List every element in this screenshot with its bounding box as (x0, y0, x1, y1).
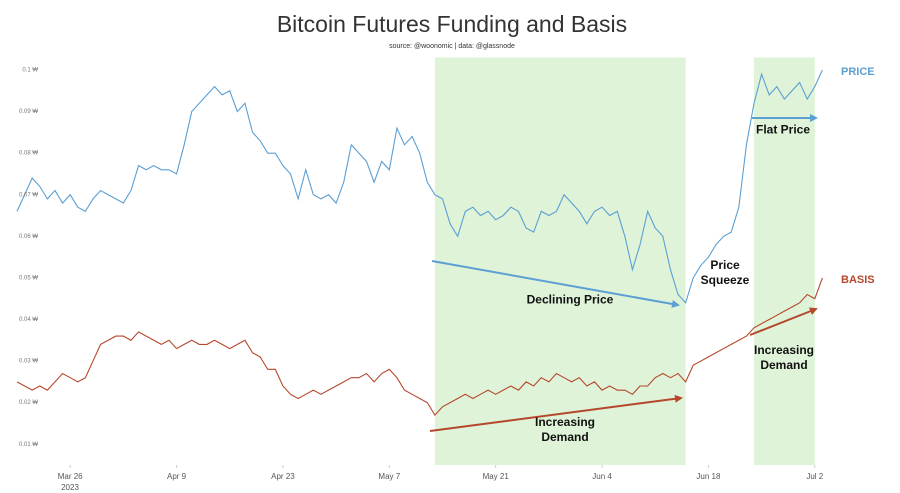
y-tick-label: 0.07 ₩ (19, 192, 38, 198)
x-tick-label: Apr 23 (271, 472, 295, 481)
y-tick-label: 0.1 ₩ (22, 68, 38, 74)
highlight-region (434, 57, 686, 465)
y-tick-label: 0.02 ₩ (19, 400, 38, 406)
arrows (429, 114, 818, 432)
series-line (16, 277, 823, 417)
annotation: Flat Price (755, 122, 811, 137)
x-tick-label: May 21 (483, 472, 510, 481)
x-tick-label: Jun 18 (696, 472, 721, 481)
y-tick-label: 0.09 ₩ (19, 109, 38, 115)
x-tick-label: Jul 2 (806, 472, 823, 481)
chart-title: Bitcoin Futures Funding and Basis (277, 11, 627, 37)
annotation: Increasing Demand (534, 415, 596, 444)
x-year-label: 2023 (61, 483, 79, 492)
x-tick-label: Jun 4 (592, 472, 612, 481)
y-tick-label: 0.01 ₩ (19, 442, 38, 448)
annotation: Declining Price (526, 292, 614, 307)
series-label: PRICE (841, 66, 875, 78)
plot-layer (16, 69, 823, 417)
arrow (429, 394, 683, 432)
arrow (431, 260, 680, 308)
arrow (749, 307, 818, 336)
y-tick-label: 0.03 ₩ (19, 359, 38, 365)
y-tick-label: 0.04 ₩ (19, 317, 38, 323)
x-tick-label: Apr 9 (167, 472, 187, 481)
chart-subtitle: source: @woonomic | data: @glassnode (389, 43, 515, 50)
annotation: Price Squeeze (700, 258, 750, 287)
annotation: Increasing Demand (753, 343, 815, 372)
x-tick-label: Mar 26 (58, 472, 83, 481)
highlight-layer (434, 57, 815, 465)
x-tick-label: May 7 (378, 472, 400, 481)
highlight-region (754, 57, 815, 465)
y-tick-label: 0.06 ₩ (19, 234, 38, 240)
y-tick-label: 0.05 ₩ (19, 275, 38, 281)
series-label: BASIS (841, 274, 875, 286)
y-tick-label: 0.08 ₩ (19, 151, 38, 157)
series-line (16, 69, 823, 304)
